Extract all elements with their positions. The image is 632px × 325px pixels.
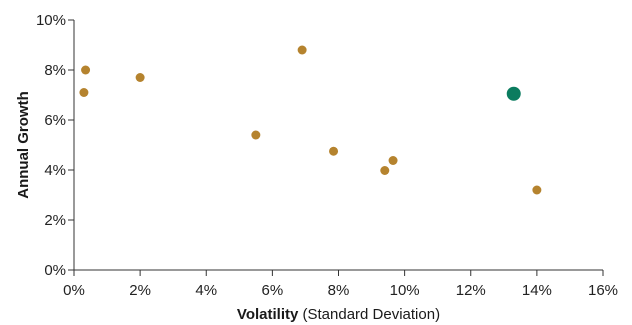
y-tick-label: 4% bbox=[44, 162, 66, 179]
x-axis-title: Volatility (Standard Deviation) bbox=[237, 306, 440, 323]
x-tick-label: 8% bbox=[328, 282, 350, 299]
y-axis-title: Annual Growth bbox=[15, 91, 32, 199]
y-tick-label: 10% bbox=[36, 12, 66, 29]
data-point bbox=[297, 45, 307, 55]
y-ticks: 0% 2% 4% 6% 8% 10% bbox=[36, 12, 74, 279]
x-axis-title-sub: (Standard Deviation) bbox=[298, 306, 440, 323]
data-point bbox=[532, 185, 542, 195]
data-point bbox=[135, 73, 145, 82]
data-point bbox=[380, 166, 390, 175]
data-point bbox=[79, 88, 89, 97]
y-tick-label: 2% bbox=[44, 212, 66, 229]
data-points bbox=[79, 45, 542, 195]
x-tick-label: 6% bbox=[262, 282, 284, 299]
highlight-point bbox=[506, 86, 521, 101]
y-tick-label: 0% bbox=[44, 262, 66, 279]
x-tick-label: 14% bbox=[522, 282, 552, 299]
x-tick-label: 16% bbox=[588, 282, 618, 299]
data-point bbox=[251, 130, 261, 140]
y-tick-label: 6% bbox=[44, 112, 66, 129]
x-ticks: 0% 2% 4% 6% 8% 10% 12% 14% 16% bbox=[63, 270, 618, 299]
x-tick-label: 4% bbox=[195, 282, 217, 299]
x-axis-title-main: Volatility bbox=[237, 306, 299, 323]
x-tick-label: 0% bbox=[63, 282, 85, 299]
y-tick-label: 8% bbox=[44, 62, 66, 79]
x-tick-label: 10% bbox=[390, 282, 420, 299]
data-point bbox=[388, 156, 398, 165]
x-tick-label: 2% bbox=[129, 282, 151, 299]
x-tick-label: 12% bbox=[456, 282, 486, 299]
data-point bbox=[329, 146, 339, 156]
data-point bbox=[81, 65, 91, 75]
